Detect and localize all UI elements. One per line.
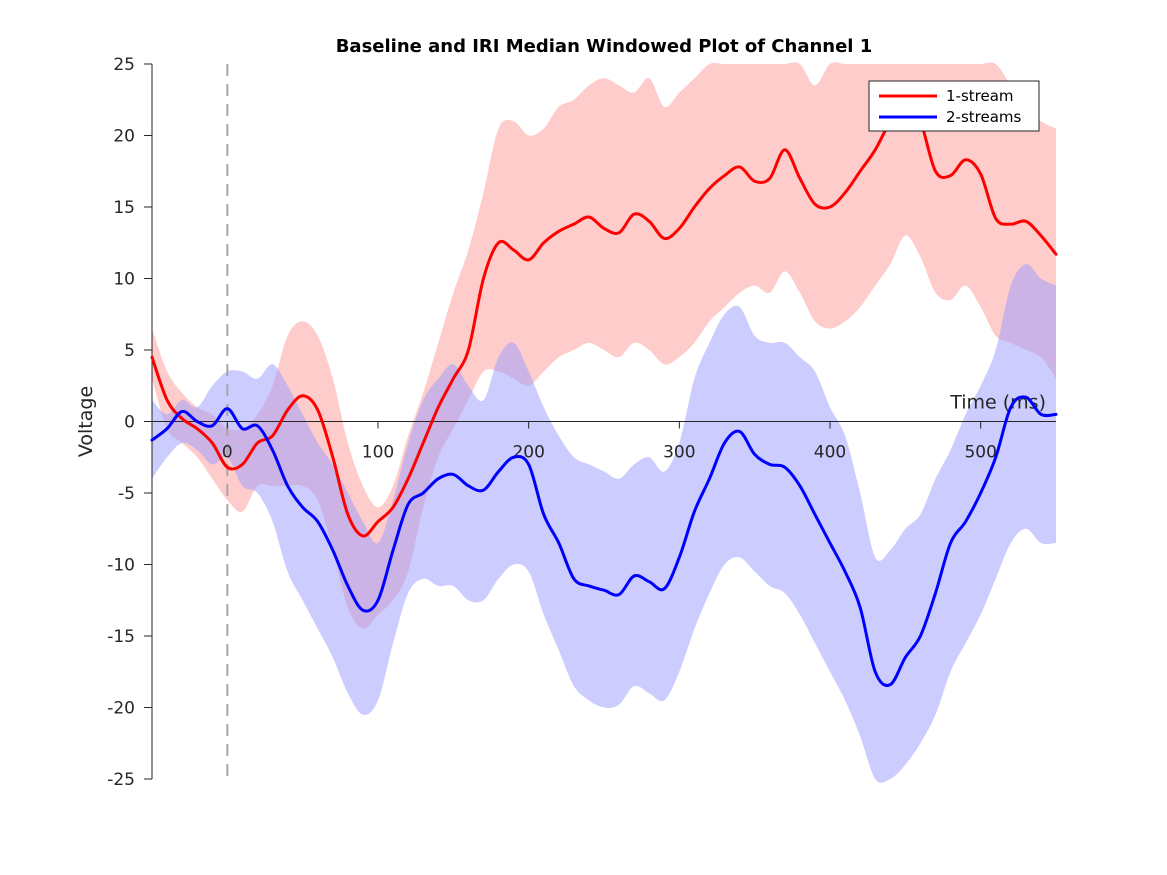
chart-title: Baseline and IRI Median Windowed Plot of… [336,36,873,57]
y-tick-label: 10 [113,270,135,290]
y-tick-label: -25 [107,770,135,790]
y-tick-label: -15 [107,627,135,647]
x-tick-label: 300 [663,443,695,463]
confidence-bands [152,62,1056,783]
y-tick-label: -5 [118,484,135,504]
band-two-streams [152,264,1056,783]
y-tick-label: -20 [107,699,135,719]
x-tick-label: 400 [814,443,846,463]
legend-box [868,80,1040,132]
y-tick-label: 15 [113,198,135,218]
legend: 1-stream 2-streams [868,80,1040,132]
axes: -25 -20 -15 -10 -5 0 5 10 15 20 25 0 100 200 300 400 500… [75,55,1056,790]
legend-label-two-streams: 2-streams [946,108,1022,126]
y-tick-label: 0 [124,413,135,433]
y-tick-label: 5 [124,341,135,361]
x-tick-label: 100 [362,443,394,463]
x-tick-label: 200 [512,443,544,463]
series-line-two-streams [150,395,1058,687]
band-one-stream [152,62,1056,629]
x-tick-label: 0 [222,443,233,463]
y-tick-label: 25 [113,55,135,75]
legend-label-one-stream: 1-stream [946,87,1014,105]
y-axis-label: Voltage [75,386,97,457]
y-tick-label: -10 [107,556,135,576]
x-tick-label: 500 [964,443,996,463]
y-tick-label: 20 [113,127,135,147]
